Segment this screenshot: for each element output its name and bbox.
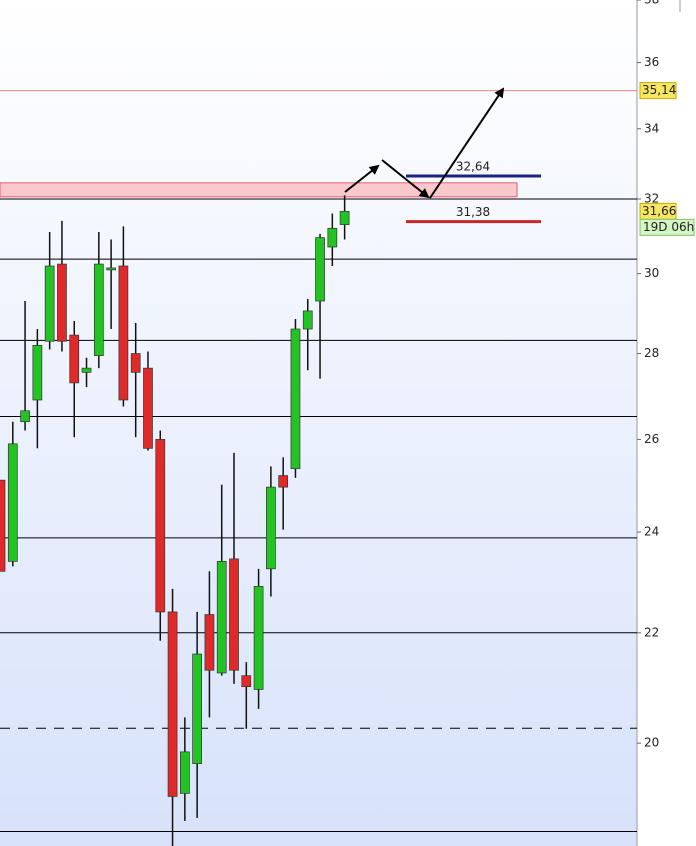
y-tick-label: 30	[644, 266, 659, 280]
target-label: 32,64	[456, 160, 490, 174]
y-tick-label: 34	[644, 121, 659, 135]
candle-body	[253, 586, 264, 690]
y-tick-label: 20	[644, 736, 659, 750]
candle-body	[216, 561, 227, 674]
price-marker-label: 35,14	[642, 83, 676, 97]
y-tick-label: 32	[644, 191, 659, 205]
candle-body	[167, 611, 178, 797]
candle-body	[0, 479, 6, 572]
candle-body	[339, 210, 350, 225]
candle-body	[118, 265, 129, 401]
plot-background	[0, 0, 637, 846]
target-label: 31,38	[456, 205, 490, 219]
candle-body	[155, 439, 166, 613]
candle-body	[57, 263, 67, 342]
candle-body	[278, 475, 289, 488]
candle-body	[192, 653, 202, 764]
y-tick-label: 38	[644, 0, 659, 7]
candle-body	[81, 367, 92, 373]
candle-body	[290, 328, 301, 470]
arrow	[381, 159, 430, 199]
candle-body	[44, 265, 55, 342]
zone	[0, 182, 518, 198]
arrows	[344, 87, 505, 199]
countdown-box	[639, 218, 695, 236]
candle-body	[204, 614, 215, 671]
candle-body	[327, 227, 338, 248]
candle-body	[130, 353, 141, 373]
candle-body	[143, 367, 153, 449]
candle-body	[180, 751, 190, 794]
plot: 32,64 31,38	[0, 90, 637, 846]
candle-body	[229, 558, 239, 671]
candle-body	[7, 443, 18, 562]
arrow	[429, 87, 505, 199]
candle-body	[241, 675, 252, 688]
y-tick-label: 26	[644, 432, 659, 446]
price-marker	[639, 82, 677, 100]
axis-background	[637, 0, 696, 846]
y-tick-label: 24	[644, 525, 659, 539]
countdown: 19D 06h	[643, 220, 694, 234]
y-tick-label: 28	[644, 346, 659, 360]
candle-body	[266, 486, 276, 570]
candle-body	[93, 263, 104, 356]
y-tick-label: 22	[644, 625, 659, 639]
candle-body	[20, 410, 30, 423]
candle-body	[302, 310, 313, 330]
arrow	[344, 164, 380, 193]
candle-body	[315, 237, 325, 302]
y-tick-label: 36	[644, 55, 659, 69]
candle-body	[32, 344, 43, 401]
candle-body	[69, 334, 80, 384]
price-marker-label: 31,66	[642, 204, 676, 218]
candle-body	[106, 267, 116, 271]
